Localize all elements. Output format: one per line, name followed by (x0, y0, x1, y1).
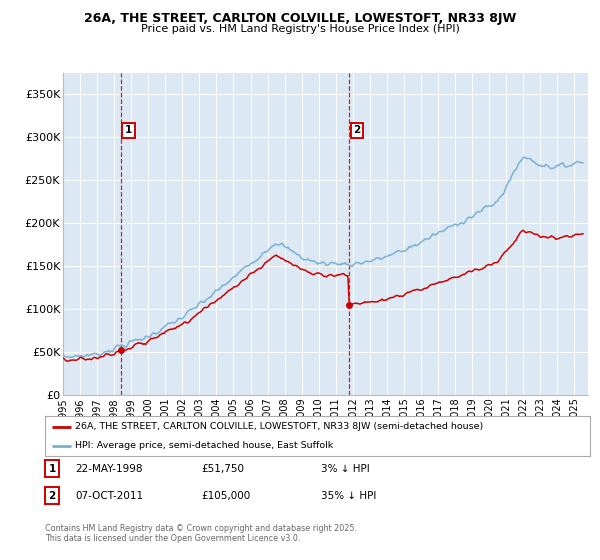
Text: 1: 1 (125, 125, 132, 136)
Text: 22-MAY-1998: 22-MAY-1998 (75, 464, 143, 474)
Text: 2: 2 (49, 491, 56, 501)
Text: £105,000: £105,000 (201, 491, 250, 501)
Text: £51,750: £51,750 (201, 464, 244, 474)
Text: This data is licensed under the Open Government Licence v3.0.: This data is licensed under the Open Gov… (45, 534, 301, 543)
Text: 07-OCT-2011: 07-OCT-2011 (75, 491, 143, 501)
Text: HPI: Average price, semi-detached house, East Suffolk: HPI: Average price, semi-detached house,… (75, 441, 333, 450)
Text: Price paid vs. HM Land Registry's House Price Index (HPI): Price paid vs. HM Land Registry's House … (140, 24, 460, 34)
Text: 1: 1 (49, 464, 56, 474)
Text: 2: 2 (353, 125, 361, 136)
Text: 26A, THE STREET, CARLTON COLVILLE, LOWESTOFT, NR33 8JW (semi-detached house): 26A, THE STREET, CARLTON COLVILLE, LOWES… (75, 422, 483, 431)
Text: 26A, THE STREET, CARLTON COLVILLE, LOWESTOFT, NR33 8JW: 26A, THE STREET, CARLTON COLVILLE, LOWES… (84, 12, 516, 25)
Text: Contains HM Land Registry data © Crown copyright and database right 2025.: Contains HM Land Registry data © Crown c… (45, 524, 357, 533)
Text: 3% ↓ HPI: 3% ↓ HPI (321, 464, 370, 474)
Text: 35% ↓ HPI: 35% ↓ HPI (321, 491, 376, 501)
